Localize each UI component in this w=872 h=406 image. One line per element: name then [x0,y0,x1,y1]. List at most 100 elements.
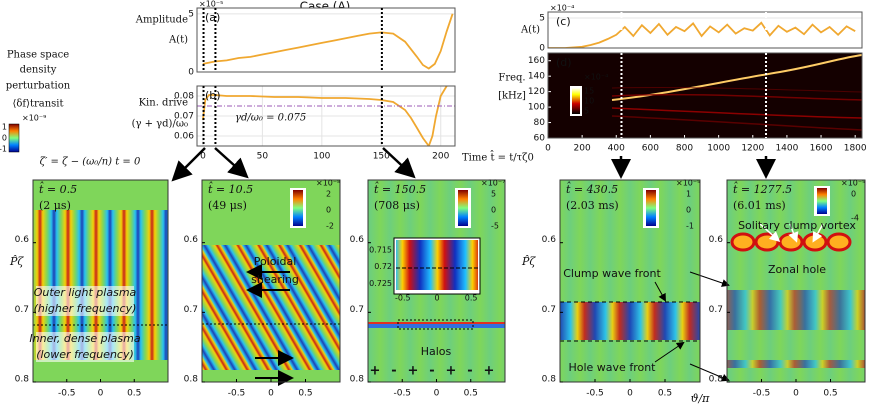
colorbar-tick-label: 2 [326,190,331,199]
y-axis-label: A(t) [168,35,188,46]
annotation: Zonal hole [768,263,826,276]
y-tick-label: 0.6 [350,235,365,245]
colorbar-tick-label: 0 [491,206,496,215]
annotation: Inner, dense plasma [29,332,140,345]
inset-x-tick-label: 0 [434,294,439,303]
axis-exponent: ×10⁻⁴ [550,4,574,13]
x-tick-label: -0.5 [393,389,411,399]
x-tick-label: 1000 [707,144,730,154]
series-line [548,21,856,48]
x-tick-label: 0.5 [658,389,672,399]
x-tick-label: 0 [545,144,551,154]
y-tick-label: 80 [534,118,546,128]
annotation: - [429,364,434,379]
annotation: Outer light plasma [34,286,137,299]
annotation: Solitary clump vortex [738,219,856,232]
legend-tick-label: -1 [0,145,7,154]
snapshot-time: t̂ = 10.5 [208,182,253,196]
x-tick-label: 600 [642,144,659,154]
colorbar-exponent: ×10⁻⁷ [481,179,505,188]
x-tick-label: 1800 [844,144,867,154]
snapshot-time: t̂ = 1277.5 [733,182,792,196]
y-tick-label: 60 [534,134,546,144]
plot-frame [196,7,456,73]
y-axis-label: P̂ζ [9,255,24,268]
y-tick-label: 0.7 [542,305,556,315]
x-tick-label: 100 [313,152,330,162]
y-tick-label: 0.6 [709,235,724,245]
x-tick-label: 200 [574,144,591,154]
y-tick-label: 0.7 [15,305,29,315]
y-tick-label: 140 [528,72,545,82]
y-axis-label: Kin. drive [139,98,188,109]
colorbar-tick-label: 5 [584,107,589,116]
colorbar-tick-label: -2 [326,222,334,231]
legend-tick-label: 1 [2,123,7,132]
x-tick-label: 1600 [810,144,833,154]
y-tick-label: 0 [539,44,545,54]
y-axis-label: Amplitude [135,15,188,26]
annotation: + [446,364,457,379]
legend-tick-label: 0 [2,134,7,143]
legend-line: density [20,65,57,76]
y-tick-label: 0.8 [350,375,365,385]
snapshot-time: t̂ = 150.5 [374,182,426,196]
axis-exponent: ×10⁻⁵ [199,0,223,9]
x-tick-label: 0.5 [127,389,141,399]
snapshot-time: t̂ = 430.5 [566,182,618,196]
legend-line: ⟨δf⟩transit [12,99,63,110]
annotation: Poloidal [254,255,297,268]
annotation: + [484,364,495,379]
x-axis-label: ϑ/π [691,392,711,405]
y-tick-label: 0.6 [184,235,199,245]
x-tick-label: 1200 [741,144,764,154]
inset-y-tick-label: 0.715 [369,246,392,255]
plot-frame [547,52,863,139]
y-tick-label: 120 [528,87,545,97]
snapshot-images [33,180,865,386]
colorbar-tick-label: 0 [326,206,331,215]
colorbar-tick-label: 10 [584,97,594,106]
y-axis-label: [kHz] [498,91,526,102]
annotation: (lower frequency) [36,348,134,361]
y-tick-label: 0.8 [184,375,199,385]
y-tick-label: 0.7 [184,305,198,315]
panel-label: (d) [556,56,572,69]
y-axis-label: A(t) [520,25,540,36]
series-line [202,86,448,146]
x-tick-label: 800 [676,144,693,154]
snapshot-duration: (708 μs) [374,199,420,212]
x-tick-label: 0 [434,389,440,399]
annotation: - [391,364,396,379]
x-tick-label: 0 [627,389,633,399]
y-tick-label: 0.7 [709,305,723,315]
colorbar-exponent: ×10⁻⁵ [841,179,865,188]
x-tick-label: 0 [200,152,206,162]
colorbar-tick-label: -1 [686,222,694,231]
y-tick-label: 0.8 [15,375,30,385]
x-tick-label: -0.5 [753,389,771,399]
y-tick-label: 0.7 [350,305,364,315]
annotation: - [467,364,472,379]
y-tick-label: 5 [188,9,194,19]
x-tick-label: 0.5 [464,389,478,399]
y-tick-label: 0.8 [709,375,724,385]
colorbar-tick-label: 1 [686,190,691,199]
x-tick-label: -0.5 [58,389,76,399]
plot-background [548,12,862,48]
annotation: shearing [251,273,299,286]
y-tick-label: 0.6 [15,235,30,245]
y-axis-label: Freq. [498,73,525,84]
inset-y-tick-label: 0.72 [374,262,392,271]
x-tick-label: 0 [98,389,104,399]
x-tick-label: 50 [257,152,269,162]
colorbar-tick-label: 15 [584,87,594,96]
threshold-label: γd/ω₀ = 0.075 [235,113,306,124]
x-tick-label: 0 [793,389,799,399]
y-tick-label: 0.06 [174,132,194,142]
inset-y-tick-label: 0.725 [369,279,392,288]
x-tick-label: 0.5 [823,389,837,399]
snapshot-duration: (6.01 ms) [733,199,786,212]
y-tick-label: 0.6 [542,235,557,245]
